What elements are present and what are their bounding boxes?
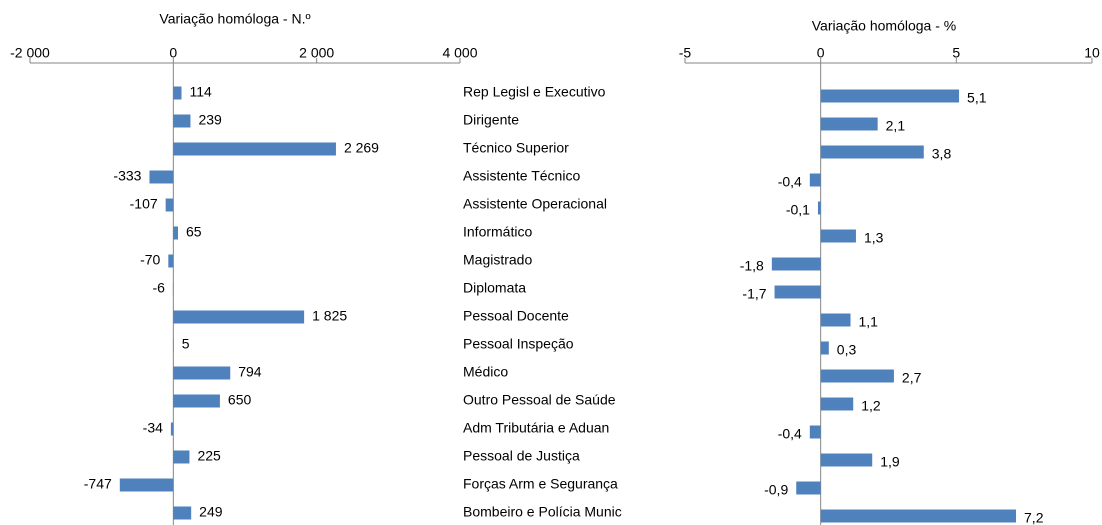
value-label: 65	[186, 224, 202, 240]
value-label: 5	[182, 336, 190, 352]
value-label: 114	[190, 84, 213, 100]
value-label: 5,1	[967, 90, 987, 106]
value-label: -1,8	[740, 258, 764, 274]
category-label: Pessoal Docente	[463, 308, 569, 324]
bar	[173, 114, 191, 128]
value-label: -333	[113, 168, 141, 184]
bar	[820, 117, 878, 131]
chart-title: Variação homóloga - N.º	[159, 11, 310, 27]
value-label: 0,3	[837, 342, 857, 358]
value-label: 1,2	[861, 398, 881, 414]
bar	[820, 509, 1017, 523]
x-tick-label: 10	[1084, 45, 1100, 61]
value-label: -1,7	[742, 286, 766, 302]
value-label: 2 269	[344, 140, 379, 156]
value-label: 1 825	[312, 308, 347, 324]
value-label: 650	[228, 392, 252, 408]
x-tick-label: 5	[952, 45, 960, 61]
bar	[820, 229, 856, 243]
bar	[809, 173, 821, 187]
bar	[168, 254, 174, 268]
bar	[820, 313, 851, 327]
bar	[820, 369, 894, 383]
x-tick-label: 4 000	[442, 45, 477, 61]
bar	[796, 481, 821, 495]
bar	[820, 89, 960, 103]
value-label: 1,9	[880, 454, 900, 470]
value-label: -0,1	[786, 202, 810, 218]
bar	[119, 478, 174, 492]
x-tick-label: -5	[679, 45, 692, 61]
bar	[820, 397, 854, 411]
x-tick-label: 0	[817, 45, 825, 61]
category-label: Pessoal Inspeção	[463, 336, 574, 352]
bar	[809, 425, 821, 439]
value-label: 2,7	[902, 370, 922, 386]
value-label: 7,2	[1024, 510, 1044, 525]
bar	[173, 506, 192, 520]
value-label: -0,4	[778, 174, 802, 190]
value-label: 794	[238, 364, 262, 380]
bar	[817, 201, 821, 215]
value-label: 249	[199, 504, 223, 520]
category-label: Rep Legisl e Executivo	[463, 84, 606, 100]
bar	[173, 226, 178, 240]
bar	[173, 394, 220, 408]
category-label: Assistente Operacional	[463, 196, 607, 212]
bar	[173, 450, 190, 464]
bar	[149, 170, 174, 184]
category-label: Assistente Técnico	[463, 168, 580, 184]
x-tick-label: -2 000	[10, 45, 50, 61]
category-label: Informático	[463, 224, 532, 240]
bar	[774, 285, 821, 299]
bar	[771, 257, 821, 271]
value-label: 1,1	[859, 314, 879, 330]
category-label: Técnico Superior	[463, 140, 569, 156]
value-label: -0,9	[764, 482, 788, 498]
bar	[820, 145, 924, 159]
category-label: Pessoal de Justiça	[463, 448, 580, 464]
value-label: 239	[198, 112, 222, 128]
value-label: 3,8	[932, 146, 952, 162]
value-label: 2,1	[886, 118, 906, 134]
value-label: -107	[130, 196, 158, 212]
category-label: Outro Pessoal de Saúde	[463, 392, 616, 408]
value-label: -70	[140, 252, 160, 268]
chart-title: Variação homóloga - %	[812, 18, 956, 34]
category-label: Dirigente	[463, 112, 519, 128]
category-label: Magistrado	[463, 252, 532, 268]
bar	[820, 341, 829, 355]
bar	[173, 310, 305, 324]
value-label: 1,3	[864, 230, 884, 246]
value-label: -0,4	[778, 426, 802, 442]
bar	[173, 86, 182, 100]
value-label: -6	[152, 280, 165, 296]
bar	[820, 453, 873, 467]
bar	[173, 366, 231, 380]
category-label: Bombeiro e Polícia Munic	[463, 504, 622, 520]
bar	[165, 198, 174, 212]
category-label: Forças Arm e Segurança	[463, 476, 618, 492]
category-label: Médico	[463, 364, 508, 380]
category-label: Diplomata	[463, 280, 526, 296]
value-label: -747	[84, 476, 112, 492]
x-tick-label: 2 000	[299, 45, 334, 61]
bar	[170, 422, 174, 436]
category-label: Adm Tributária e Aduan	[463, 420, 609, 436]
value-label: -34	[143, 420, 163, 436]
value-label: 225	[197, 448, 221, 464]
x-tick-label: 0	[169, 45, 177, 61]
bar	[173, 142, 336, 156]
